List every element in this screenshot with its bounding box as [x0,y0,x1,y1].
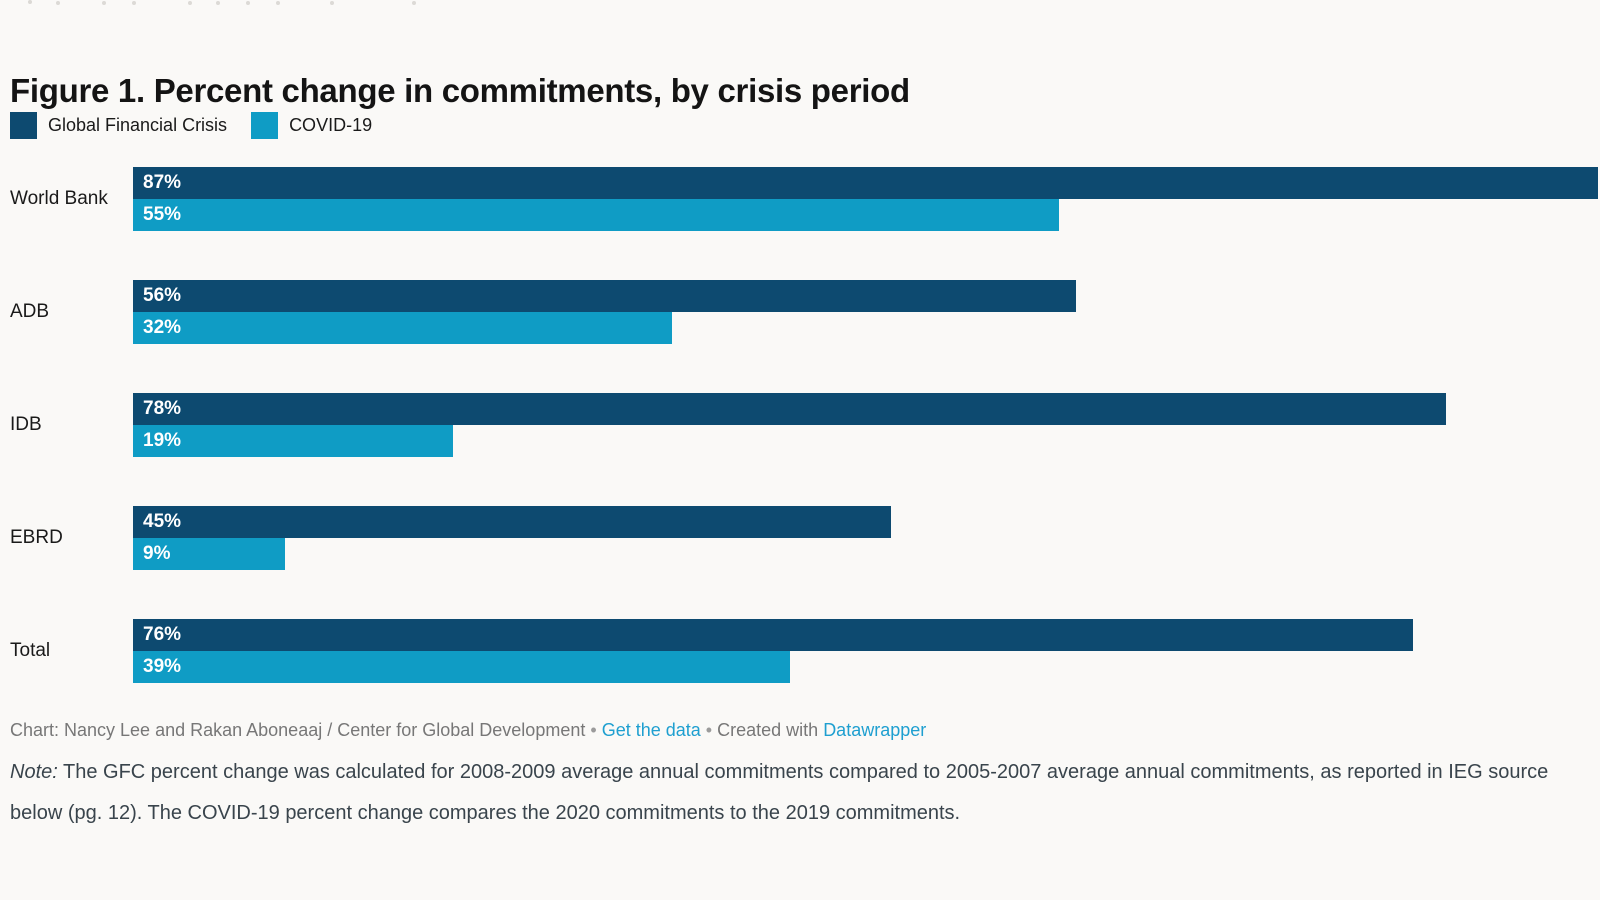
get-the-data-link[interactable]: Get the data [601,720,701,740]
legend-label: Global Financial Crisis [48,115,228,135]
note-label: Note: [10,761,58,783]
legend-swatch-icon [10,112,37,139]
bar-pair: 45% 9% [133,506,1598,570]
bar-group: EBRD 45% 9% [0,506,1598,570]
bar-value-label: 78% [143,398,182,419]
bar-covid-19[interactable]: 32% [133,312,672,344]
byline-separator: • [705,720,713,740]
bar-value-label: 55% [143,204,182,225]
bar-pair: 78% 19% [133,393,1598,457]
bar-value-label: 87% [143,172,182,193]
category-label: World Bank [10,188,108,209]
bar-group: ADB 56% 32% [0,280,1598,344]
bar-global-financial-crisis[interactable]: 87% [133,167,1598,199]
bar-global-financial-crisis[interactable]: 78% [133,393,1447,425]
bar-chart: World Bank 87% 55% ADB 56% 32% IDB 78% 19% EBRD 45… [0,167,1598,732]
datawrapper-link[interactable]: Datawrapper [823,720,927,740]
bar-value-label: 39% [143,656,182,677]
bar-covid-19[interactable]: 9% [133,538,285,570]
category-label: EBRD [10,527,63,548]
bar-value-label: 56% [143,285,182,306]
bar-value-label: 19% [143,430,182,451]
bar-covid-19[interactable]: 55% [133,199,1060,231]
legend: Global Financial Crisis COVID-19 [10,112,396,139]
bar-global-financial-crisis[interactable]: 45% [133,506,891,538]
byline-separator: • [590,720,597,740]
category-label: IDB [10,414,42,435]
legend-swatch-icon [251,112,279,139]
bar-pair: 76% 39% [133,619,1598,683]
bar-covid-19[interactable]: 39% [133,651,790,683]
bar-covid-19[interactable]: 19% [133,425,453,457]
bar-global-financial-crisis[interactable]: 76% [133,619,1413,651]
bar-pair: 56% 32% [133,280,1598,344]
bar-group: IDB 78% 19% [0,393,1598,457]
bar-value-label: 76% [143,624,182,645]
legend-item[interactable]: Global Financial Crisis [10,112,227,139]
bar-value-label: 32% [143,317,182,338]
bar-value-label: 45% [143,511,182,532]
cropped-text-artifact [28,0,32,4]
chart-note: Note: The GFC percent change was calcula… [10,752,1558,834]
bar-group: World Bank 87% 55% [0,167,1598,231]
legend-item[interactable]: COVID-19 [251,112,372,139]
category-label: Total [10,640,51,661]
page-title: Figure 1. Percent change in commitments,… [10,72,910,110]
byline-text: Chart: Nancy Lee and Rakan Aboneaaj / Ce… [10,720,586,740]
created-with-text: Created with [717,720,819,740]
legend-label: COVID-19 [289,115,373,135]
chart-byline: Chart: Nancy Lee and Rakan Aboneaaj / Ce… [10,720,926,741]
bar-group: Total 76% 39% [0,619,1598,683]
bar-value-label: 9% [143,543,171,564]
category-label: ADB [10,301,50,322]
bar-pair: 87% 55% [133,167,1598,231]
bar-global-financial-crisis[interactable]: 56% [133,280,1076,312]
note-text: The GFC percent change was calculated fo… [10,761,1549,824]
